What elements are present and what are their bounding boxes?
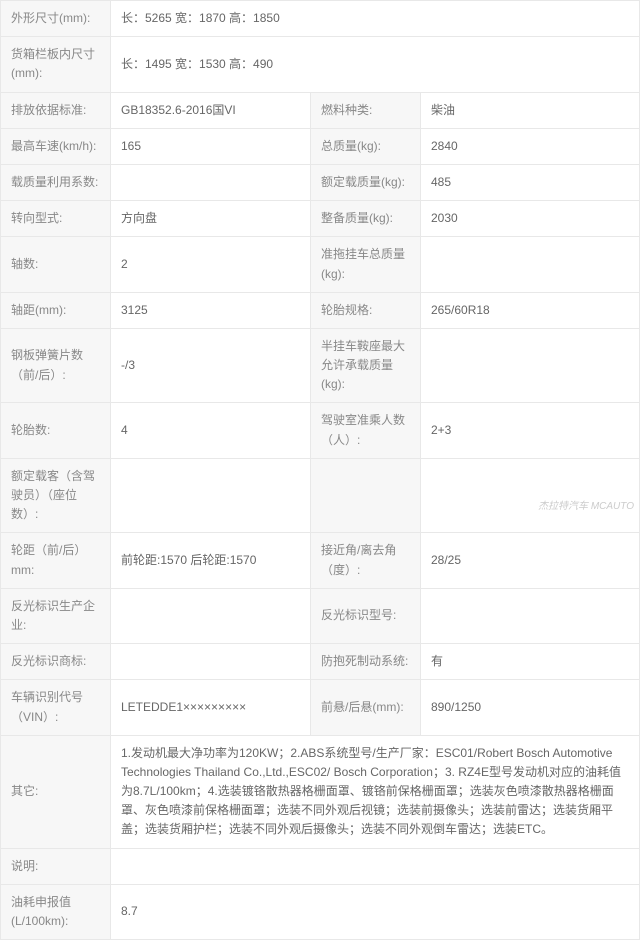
spec-label: 转向型式: xyxy=(1,201,111,237)
spec-label: 油耗申报值(L/100km): xyxy=(1,884,111,939)
vehicle-spec-table: 外形尺寸(mm):长：5265 宽：1870 高：1850货箱栏板内尺寸(mm)… xyxy=(0,0,640,940)
spec-label: 反光标识型号: xyxy=(311,588,421,643)
spec-label: 半挂车鞍座最大允许承载质量(kg): xyxy=(311,328,421,403)
spec-value: 2030 xyxy=(421,201,640,237)
spec-row: 轮胎数:4驾驶室准乘人数（人）:2+3 xyxy=(1,403,640,458)
spec-label: 反光标识商标: xyxy=(1,644,111,680)
spec-value: 有 xyxy=(421,644,640,680)
spec-value: 前轮距:1570 后轮距:1570 xyxy=(111,533,311,588)
spec-value: 890/1250 xyxy=(421,680,640,735)
spec-label: 防抱死制动系统: xyxy=(311,644,421,680)
spec-label: 其它: xyxy=(1,735,111,848)
spec-label: 外形尺寸(mm): xyxy=(1,1,111,37)
spec-value: 2+3 xyxy=(421,403,640,458)
spec-value: 165 xyxy=(111,128,311,164)
spec-label: 轴距(mm): xyxy=(1,292,111,328)
spec-label: 车辆识别代号（VIN）: xyxy=(1,680,111,735)
spec-value: 2840 xyxy=(421,128,640,164)
spec-value xyxy=(111,588,311,643)
spec-value xyxy=(421,328,640,403)
spec-value: 2 xyxy=(111,237,311,292)
spec-row: 反光标识商标: 防抱死制动系统:有 xyxy=(1,644,640,680)
spec-row: 货箱栏板内尺寸(mm):长：1495 宽：1530 高：490 xyxy=(1,37,640,92)
spec-value xyxy=(421,458,640,533)
spec-label: 货箱栏板内尺寸(mm): xyxy=(1,37,111,92)
spec-value xyxy=(111,458,311,533)
spec-value: 485 xyxy=(421,164,640,200)
spec-value: 4 xyxy=(111,403,311,458)
spec-value: 长：5265 宽：1870 高：1850 xyxy=(111,1,640,37)
spec-value xyxy=(421,237,640,292)
spec-value: 长：1495 宽：1530 高：490 xyxy=(111,37,640,92)
spec-value: GB18352.6-2016国VI xyxy=(111,92,311,128)
spec-row: 反光标识生产企业: 反光标识型号: xyxy=(1,588,640,643)
spec-label: 轮胎数: xyxy=(1,403,111,458)
spec-row: 转向型式:方向盘整备质量(kg):2030 xyxy=(1,201,640,237)
spec-label: 轴数: xyxy=(1,237,111,292)
spec-label: 轮距（前/后）mm: xyxy=(1,533,111,588)
spec-label: 整备质量(kg): xyxy=(311,201,421,237)
spec-value: -/3 xyxy=(111,328,311,403)
spec-value: 1.发动机最大净功率为120KW；2.ABS系统型号/生产厂家：ESC01/Ro… xyxy=(111,735,640,848)
spec-value: LETEDDE1××××××××× xyxy=(111,680,311,735)
spec-label: 驾驶室准乘人数（人）: xyxy=(311,403,421,458)
spec-label: 反光标识生产企业: xyxy=(1,588,111,643)
spec-label xyxy=(311,458,421,533)
spec-row: 轴距(mm):3125轮胎规格:265/60R18 xyxy=(1,292,640,328)
spec-value: 柴油 xyxy=(421,92,640,128)
spec-row: 最高车速(km/h):165总质量(kg):2840 xyxy=(1,128,640,164)
spec-value: 方向盘 xyxy=(111,201,311,237)
spec-value xyxy=(111,164,311,200)
spec-row: 轮距（前/后）mm:前轮距:1570 后轮距:1570接近角/离去角（度）:28… xyxy=(1,533,640,588)
spec-label: 额定载质量(kg): xyxy=(311,164,421,200)
spec-row: 载质量利用系数: 额定载质量(kg):485 xyxy=(1,164,640,200)
spec-label: 接近角/离去角（度）: xyxy=(311,533,421,588)
spec-row: 其它:1.发动机最大净功率为120KW；2.ABS系统型号/生产厂家：ESC01… xyxy=(1,735,640,848)
spec-row: 说明: xyxy=(1,848,640,884)
spec-label: 载质量利用系数: xyxy=(1,164,111,200)
spec-value: 3125 xyxy=(111,292,311,328)
spec-label: 准拖挂车总质量(kg): xyxy=(311,237,421,292)
spec-label: 前悬/后悬(mm): xyxy=(311,680,421,735)
spec-row: 钢板弹簧片数（前/后）:-/3半挂车鞍座最大允许承载质量(kg): xyxy=(1,328,640,403)
spec-label: 额定载客（含驾驶员）（座位数）: xyxy=(1,458,111,533)
spec-value: 28/25 xyxy=(421,533,640,588)
spec-label: 总质量(kg): xyxy=(311,128,421,164)
watermark: 杰拉特汽车 MCAUTO xyxy=(538,497,634,512)
spec-value xyxy=(111,644,311,680)
spec-row: 额定载客（含驾驶员）（座位数）: xyxy=(1,458,640,533)
spec-label: 钢板弹簧片数（前/后）: xyxy=(1,328,111,403)
spec-value: 8.7 xyxy=(111,884,640,939)
spec-label: 燃料种类: xyxy=(311,92,421,128)
spec-row: 油耗申报值(L/100km):8.7 xyxy=(1,884,640,939)
spec-row: 轴数:2准拖挂车总质量(kg): xyxy=(1,237,640,292)
spec-value xyxy=(111,848,640,884)
spec-label: 排放依据标准: xyxy=(1,92,111,128)
spec-label: 说明: xyxy=(1,848,111,884)
spec-row: 排放依据标准:GB18352.6-2016国VI燃料种类:柴油 xyxy=(1,92,640,128)
spec-value: 265/60R18 xyxy=(421,292,640,328)
spec-row: 外形尺寸(mm):长：5265 宽：1870 高：1850 xyxy=(1,1,640,37)
spec-label: 轮胎规格: xyxy=(311,292,421,328)
spec-value xyxy=(421,588,640,643)
spec-label: 最高车速(km/h): xyxy=(1,128,111,164)
spec-row: 车辆识别代号（VIN）:LETEDDE1×××××××××前悬/后悬(mm):8… xyxy=(1,680,640,735)
